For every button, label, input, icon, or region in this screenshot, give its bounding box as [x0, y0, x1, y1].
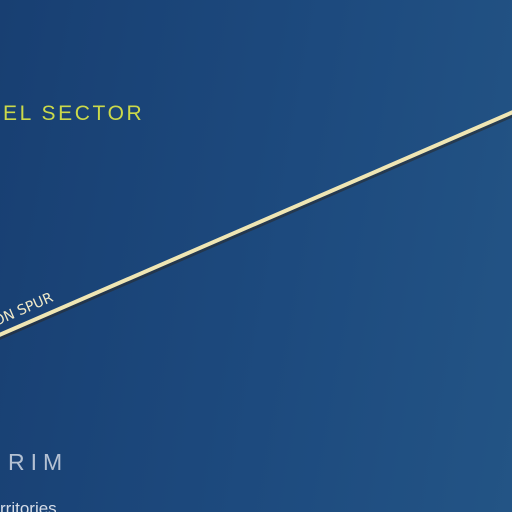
sector-region-label: EL SECTOR: [3, 102, 144, 126]
territories-region-label: rritories: [0, 499, 57, 512]
rim-region-label: RIM: [8, 449, 68, 476]
